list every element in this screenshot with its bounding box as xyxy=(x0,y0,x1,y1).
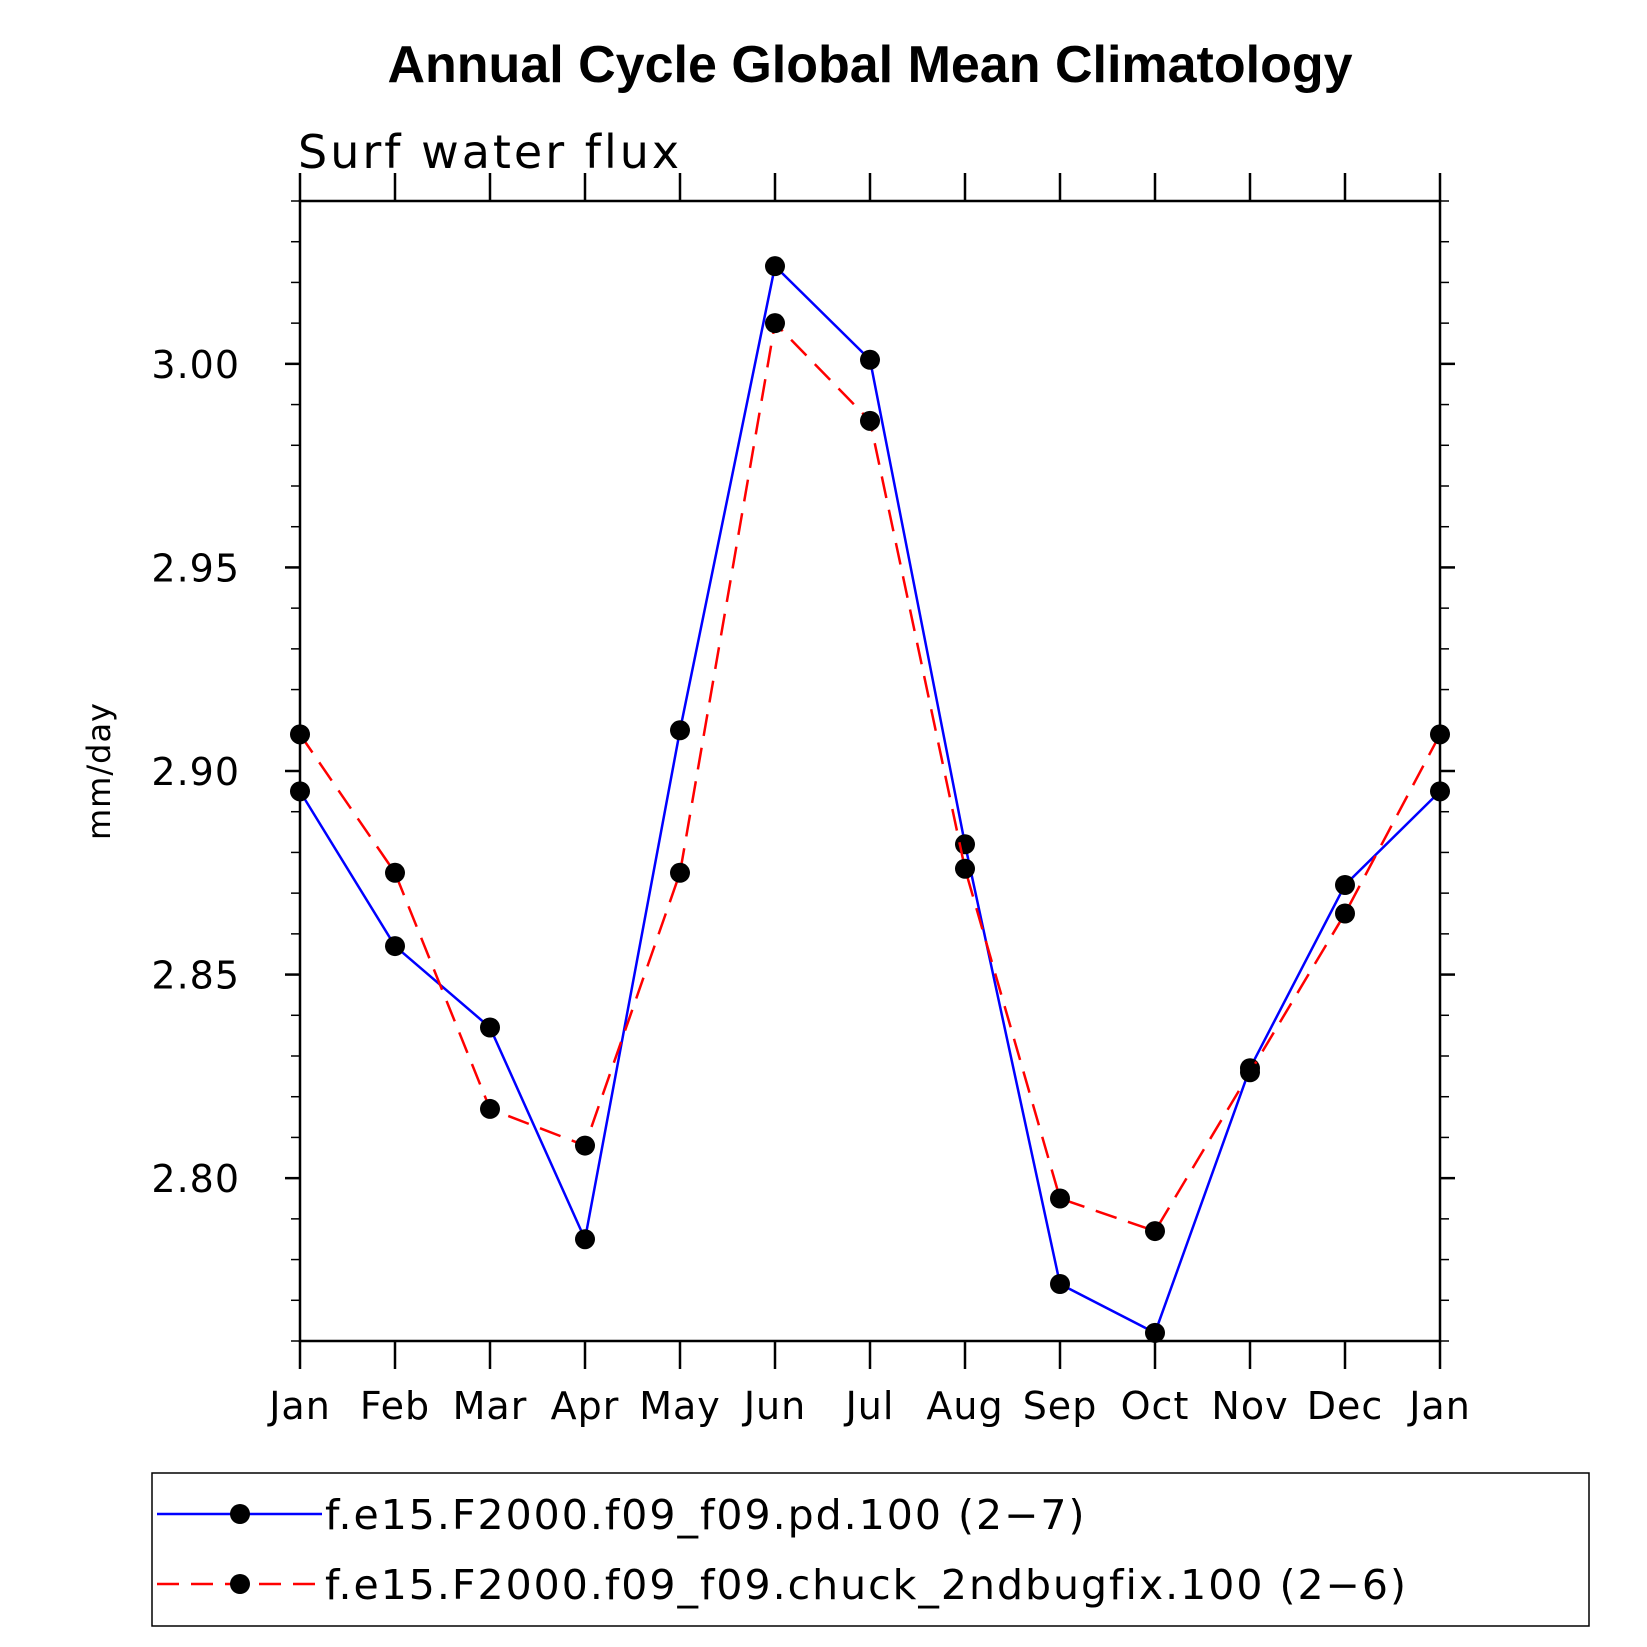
chart-subtitle: Surf water flux xyxy=(298,125,682,179)
x-tick-label: Jan xyxy=(1407,1384,1471,1428)
axis-ticks: Jan Feb Mar Apr May Jun Jul Aug Sep Oct Nov Dec Jan 2… xyxy=(151,173,1470,1428)
series-2-point xyxy=(1145,1221,1165,1242)
x-tick-label: Sep xyxy=(1023,1384,1098,1428)
series-1-point xyxy=(765,256,785,277)
legend-label-2: f.e15.F2000.f09_f09.chuck_2ndbugfix.100 … xyxy=(325,1561,1408,1609)
legend-box xyxy=(151,1472,1590,1627)
series-2-point xyxy=(955,858,975,879)
y-tick-label: 2.85 xyxy=(151,954,240,998)
series-1-point xyxy=(385,936,405,957)
plot-frame xyxy=(298,199,1442,1343)
series-1-point xyxy=(1335,875,1355,895)
series-1-point xyxy=(860,349,880,370)
series-1-point xyxy=(480,1017,500,1038)
y-tick-label: 2.90 xyxy=(151,750,240,794)
x-tick-label: Mar xyxy=(453,1384,528,1428)
series-2-point xyxy=(385,862,405,883)
series-2-point xyxy=(765,313,785,334)
legend-marker-1 xyxy=(230,1504,250,1524)
series-2-point xyxy=(670,862,690,883)
y-tick-label: 2.95 xyxy=(151,546,240,590)
series-line-2 xyxy=(298,320,1442,1233)
x-tick-label: Feb xyxy=(360,1384,430,1428)
x-tick-label: Jul xyxy=(844,1384,895,1428)
series-2-point xyxy=(1240,1062,1260,1083)
legend: f.e15.F2000.f09_f09.pd.100 (2−7) f.e15.F2… xyxy=(151,1472,1590,1627)
series-layer xyxy=(290,256,1450,1343)
series-1-point xyxy=(1050,1274,1070,1294)
series-1-point xyxy=(670,720,690,741)
series-1-point xyxy=(1145,1322,1165,1343)
series-1-point xyxy=(575,1229,595,1250)
x-tick-label: Nov xyxy=(1211,1384,1288,1428)
x-tick-label: Jun xyxy=(742,1384,806,1428)
series-2-point xyxy=(860,410,880,431)
x-tick-label: Jan xyxy=(267,1384,331,1428)
y-tick-label: 3.00 xyxy=(151,343,240,387)
x-tick-label: Apr xyxy=(551,1384,620,1428)
series-2-point xyxy=(480,1098,500,1119)
x-tick-label: Aug xyxy=(926,1384,1003,1428)
series-2-point xyxy=(1335,903,1355,924)
series-2-point xyxy=(1050,1188,1070,1209)
x-tick-label: Dec xyxy=(1307,1384,1384,1428)
legend-marker-2 xyxy=(230,1574,250,1594)
x-tick-label: May xyxy=(639,1384,721,1428)
series-2-point xyxy=(575,1135,595,1156)
x-tick-label: Oct xyxy=(1121,1384,1190,1428)
series-1-point xyxy=(955,834,975,855)
legend-label-1: f.e15.F2000.f09_f09.pd.100 (2−7) xyxy=(325,1491,1087,1539)
y-tick-label: 2.80 xyxy=(151,1157,240,1201)
y-axis-label: mm/day xyxy=(80,702,118,840)
chart-title: Annual Cycle Global Mean Climatology xyxy=(387,36,1352,94)
